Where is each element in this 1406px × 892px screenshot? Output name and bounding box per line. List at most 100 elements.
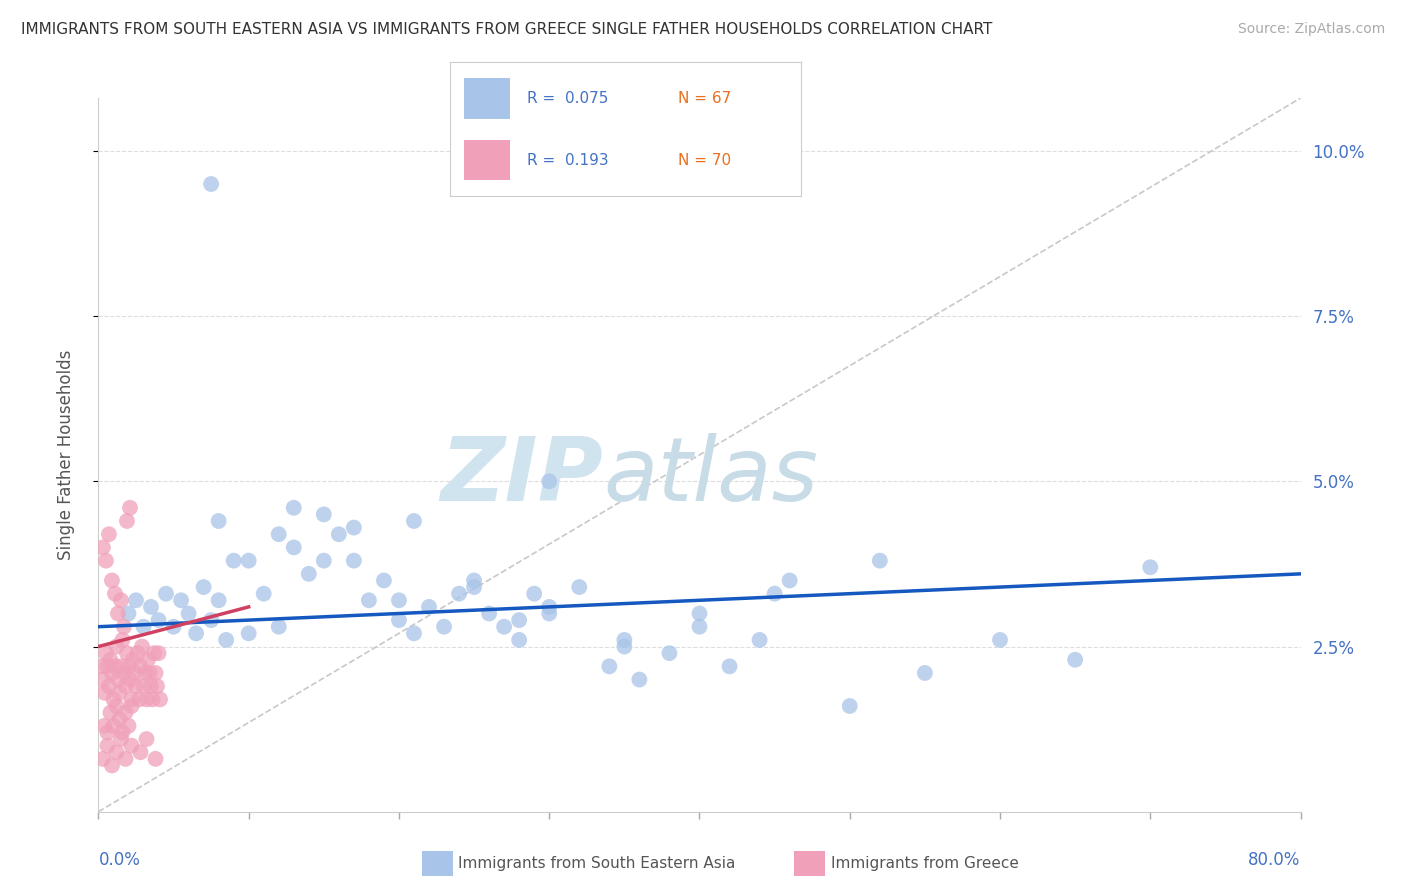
Point <box>96 659 118 673</box>
Point <box>141 692 163 706</box>
Point <box>132 620 155 634</box>
Point <box>94 554 117 568</box>
Point <box>538 599 561 614</box>
Point <box>103 719 125 733</box>
Text: 80.0%: 80.0% <box>1249 851 1301 869</box>
Point <box>131 640 153 654</box>
Point <box>447 587 470 601</box>
Point <box>110 659 132 673</box>
Point <box>267 620 290 634</box>
Text: 0.0%: 0.0% <box>98 851 141 869</box>
Point <box>134 665 156 680</box>
Point <box>914 665 936 680</box>
Point <box>112 665 135 680</box>
Point <box>222 554 245 568</box>
Point <box>104 659 127 673</box>
Point <box>107 607 129 621</box>
Point <box>238 554 260 568</box>
Point <box>124 665 146 680</box>
Point <box>91 673 114 687</box>
Point <box>128 692 150 706</box>
Point <box>215 632 238 647</box>
Point <box>129 659 152 673</box>
Point <box>402 514 425 528</box>
Point <box>91 752 114 766</box>
Point <box>508 632 530 647</box>
Point <box>149 692 172 706</box>
Point <box>838 698 860 713</box>
Point <box>988 632 1011 647</box>
Point <box>613 640 636 654</box>
Point <box>125 593 148 607</box>
Point <box>103 692 125 706</box>
Point <box>388 613 411 627</box>
Point <box>111 632 134 647</box>
Point <box>508 613 530 627</box>
Text: N = 70: N = 70 <box>679 153 731 168</box>
Point <box>200 177 222 191</box>
Point <box>117 659 139 673</box>
Point <box>94 646 117 660</box>
Point <box>145 665 167 680</box>
Point <box>121 739 143 753</box>
Point <box>658 646 681 660</box>
Point <box>101 665 124 680</box>
Point <box>177 607 200 621</box>
Point <box>97 527 120 541</box>
Point <box>628 673 651 687</box>
Point <box>107 673 129 687</box>
Point <box>267 527 290 541</box>
Point <box>1064 653 1087 667</box>
Text: N = 67: N = 67 <box>679 91 731 106</box>
Point <box>115 646 138 660</box>
Point <box>402 626 425 640</box>
Point <box>108 686 131 700</box>
Point <box>170 593 193 607</box>
Point <box>125 679 148 693</box>
Point <box>418 599 440 614</box>
Point <box>463 574 485 588</box>
Point <box>104 587 127 601</box>
Point <box>111 725 134 739</box>
Point <box>117 719 139 733</box>
Point <box>132 679 155 693</box>
Point <box>112 620 135 634</box>
Point <box>143 646 166 660</box>
Point <box>779 574 801 588</box>
Point <box>689 607 711 621</box>
Point <box>127 646 149 660</box>
Point <box>283 541 305 555</box>
Point <box>238 626 260 640</box>
Point <box>105 745 128 759</box>
Point <box>105 698 128 713</box>
Point <box>523 587 546 601</box>
Point <box>138 665 160 680</box>
Point <box>208 593 231 607</box>
Point <box>96 739 118 753</box>
Point <box>105 640 128 654</box>
Point <box>114 706 136 720</box>
Bar <box>464 140 510 180</box>
Point <box>114 679 136 693</box>
Point <box>93 719 115 733</box>
Point <box>135 732 157 747</box>
Text: Immigrants from Greece: Immigrants from Greece <box>831 856 1019 871</box>
Point <box>93 686 115 700</box>
Point <box>121 692 143 706</box>
Point <box>96 725 118 739</box>
Y-axis label: Single Father Households: Single Father Households <box>56 350 75 560</box>
Point <box>373 574 395 588</box>
Point <box>136 653 159 667</box>
Point <box>343 554 366 568</box>
Point <box>155 587 177 601</box>
Point <box>763 587 786 601</box>
Point <box>689 620 711 634</box>
Text: IMMIGRANTS FROM SOUTH EASTERN ASIA VS IMMIGRANTS FROM GREECE SINGLE FATHER HOUSE: IMMIGRANTS FROM SOUTH EASTERN ASIA VS IM… <box>21 22 993 37</box>
Point <box>146 679 169 693</box>
Point <box>100 706 122 720</box>
Point <box>478 607 501 621</box>
Point <box>538 607 561 621</box>
Point <box>117 607 139 621</box>
Text: atlas: atlas <box>603 434 818 519</box>
Point <box>100 653 122 667</box>
